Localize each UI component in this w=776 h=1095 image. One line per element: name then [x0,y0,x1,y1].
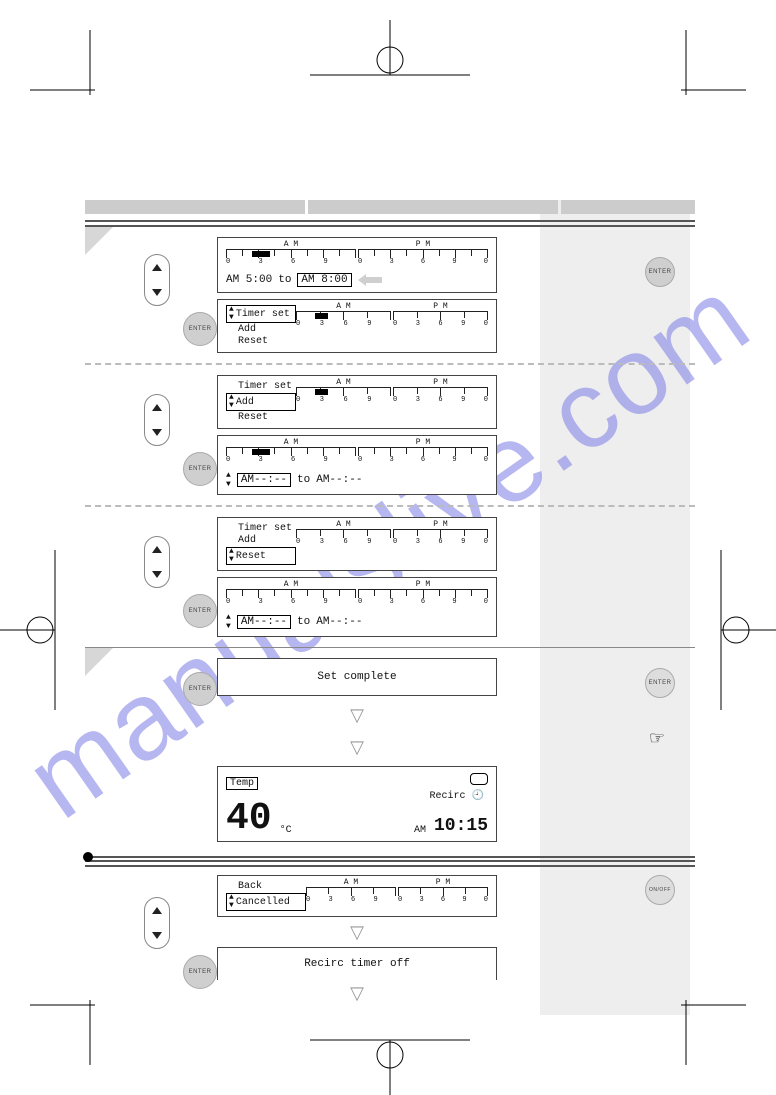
onoff-button[interactable]: ON/OFF [645,875,675,905]
enter-button[interactable]: ENTER [183,955,217,989]
up-down-control[interactable] [144,394,170,446]
menu-item-add: Add [226,535,296,546]
up-down-control[interactable] [144,254,170,306]
down-arrow-icon: ▽ [217,708,497,722]
time-from-boxed: AM--:-- [237,473,291,487]
temp-unit: °C [280,825,292,836]
to-word: to [278,274,291,286]
clock-icon: 🕘 [472,791,484,802]
top-rule-1 [85,220,695,222]
crop-mark-top-left [0,0,120,120]
menu-item-reset: Reset [226,336,296,347]
step-section-3: ENTER Timer set Add ▲▼Reset A M0369 P M0… [85,507,695,648]
arrow-left-icon [358,274,382,286]
temp-value: 40 [226,802,272,836]
lcd-panel-recirc-off: Recirc timer off [217,947,497,980]
heavy-rule-2 [85,860,695,862]
menu-item-add: ▲▼Add [226,393,296,411]
timeline-am: A M 0369 [226,249,356,269]
time-range-row: AM 5:00 to AM 8:00 [226,269,488,287]
down-icon [152,429,162,436]
up-down-control[interactable] [144,897,170,949]
bullet-icon [83,852,93,862]
menu-item-timer-set: ▲▼Timer set [226,305,296,323]
enter-button-right[interactable]: ENTER [645,257,675,287]
lcd-panel-set-complete: Set complete [217,658,497,696]
timeline-scale: A M0369 P M03690 [226,447,488,467]
timeline-scale: A M0369 P M03690 [226,589,488,609]
corner-notch [85,227,113,255]
header-bar-3 [561,200,695,214]
mini-timeline: A M0369 P M03690 [296,529,488,549]
up-icon [152,907,162,914]
up-down-control[interactable] [144,536,170,588]
time-from-boxed: AM--:-- [237,615,291,629]
down-arrow-icon: ▽ [217,986,497,1000]
lcd-panel-time-blank: A M0369 P M03690 ▲▼ AM--:-- to AM--:-- [217,577,497,637]
time-to: AM--:-- [316,474,362,486]
indicator-icon [470,773,488,785]
timeline-block [252,251,270,257]
lcd-panel-menu-timerset: ▲▼Timer set Add Reset A M0369 P M03690 [217,299,497,353]
lcd-panel-time-range: A M 0369 P M 03690 AM 5:00 to A [217,237,497,293]
menu-item-timer-set: Timer set [226,381,296,392]
registration-top [310,20,470,90]
registration-bottom [310,1025,470,1095]
time-to: AM--:-- [316,616,362,628]
time-from: AM 5:00 [226,274,272,286]
page-content: ENTER A M 0369 P M 03690 [85,200,695,1010]
enter-button[interactable]: ENTER [183,594,217,628]
enter-button[interactable]: ENTER [183,452,217,486]
mini-timeline: A M0369 P M03690 [306,887,488,907]
clock-ampm: AM [414,825,426,836]
pointing-hand-icon: ☞ [649,728,665,749]
step-section-1: ENTER A M 0369 P M 03690 [85,227,695,365]
lcd-panel-menu-add: Timer set ▲▼Add Reset A M0369 P M03690 [217,375,497,429]
crop-mark-top-right [656,0,776,120]
timeline-scale: A M 0369 P M 03690 [226,249,488,269]
down-arrow-icon: ▽ [217,740,497,754]
menu-item-timer-set: Timer set [226,523,296,534]
step-section-2: ENTER Timer set ▲▼Add Reset A M0369 P M0… [85,365,695,507]
down-arrow-icon: ▽ [217,925,497,939]
menu-item-cancelled: ▲▼Cancelled [226,893,306,911]
up-icon [152,546,162,553]
down-icon [152,571,162,578]
column-header-bars [85,200,695,214]
header-bar-1 [85,200,305,214]
mini-timeline: A M0369 P M03690 [296,311,488,331]
down-icon [152,289,162,296]
menu-item-add: Add [226,324,296,335]
enter-button[interactable]: ENTER [183,672,217,706]
lcd-panel-temp-display: Temp Recirc 🕘 40 °C AM 10:15 [217,766,497,842]
registration-right [706,550,776,710]
down-icon [152,932,162,939]
menu-item-reset: Reset [226,412,296,423]
registration-left [0,550,70,710]
mini-timeline: A M0369 P M03690 [296,387,488,407]
timeline-pm: P M 03690 [358,249,488,269]
enter-button-right[interactable]: ENTER [645,668,675,698]
lcd-panel-time-blank: A M0369 P M03690 ▲▼ AM--:-- to AM--:-- [217,435,497,495]
time-to-boxed: AM 8:00 [297,273,351,287]
lcd-panel-menu-reset: Timer set Add ▲▼Reset A M0369 P M03690 [217,517,497,571]
menu-item-reset: ▲▼Reset [226,547,296,565]
enter-button[interactable]: ENTER [183,312,217,346]
clock-time: 10:15 [434,816,488,836]
mini-block [315,313,328,319]
corner-notch [85,648,113,676]
header-bar-2 [308,200,558,214]
up-icon [152,264,162,271]
up-icon [152,404,162,411]
lcd-panel-menu-cancelled: Back ▲▼Cancelled A M0369 P M03690 [217,875,497,917]
temp-label: Temp [226,777,258,790]
step-section-5: ENTER Back ▲▼Cancelled A M0369 P M03690 [85,867,695,1010]
recirc-label: Recirc [430,791,466,802]
menu-item-back: Back [226,881,306,892]
heavy-rule-1 [85,856,695,858]
menu-column: ▲▼Timer set Add Reset [226,305,296,347]
step-section-4: ENTER Set complete ▽ ▽ Temp Recirc 🕘 40 … [85,648,695,852]
